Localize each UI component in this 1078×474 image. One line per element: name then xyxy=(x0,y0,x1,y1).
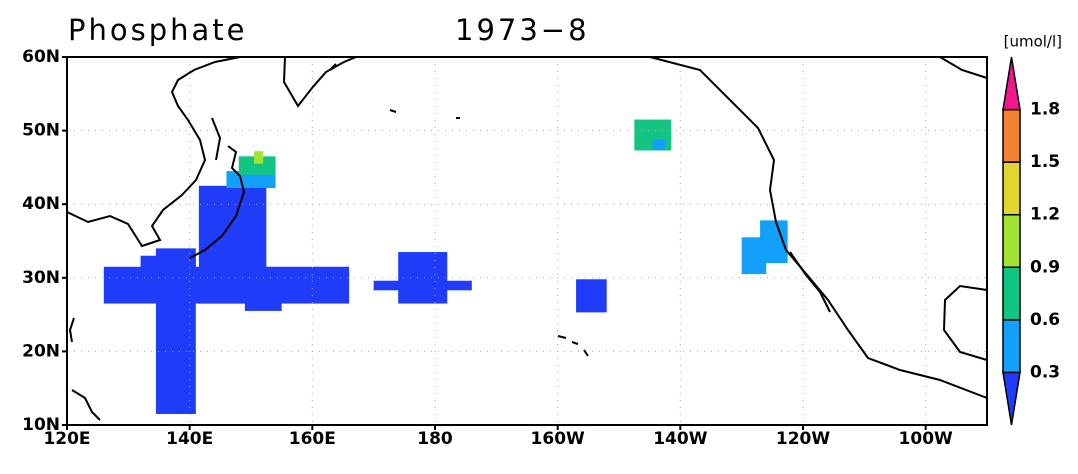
baja xyxy=(789,251,831,313)
colorbar-label: 1.2 xyxy=(1030,205,1060,225)
lon-tick-label: 140W xyxy=(653,429,707,449)
lon-tick-label: 140E xyxy=(166,429,213,449)
colorbar-segment xyxy=(1002,213,1021,269)
north-coast xyxy=(939,56,988,79)
period: 1973−8 xyxy=(455,13,590,47)
axes: 120E 140E 160E 180 160W 140W 120W 100W 10N 20N 30N… xyxy=(22,47,953,449)
concentration-patch xyxy=(254,151,264,164)
colorbar-segment xyxy=(1002,161,1021,216)
lat-tick-label: 30N xyxy=(22,268,60,288)
gulf-coast xyxy=(942,284,988,361)
title: Phosphate xyxy=(68,13,248,47)
map-frame xyxy=(66,56,988,426)
lat-tick-label: 50N xyxy=(22,121,60,141)
colorbar-label: 1.5 xyxy=(1030,152,1060,172)
lon-tick-label: 100W xyxy=(899,429,953,449)
lon-tick-label: 120W xyxy=(776,429,830,449)
concentration-patch xyxy=(373,280,472,291)
lon-tick-label: 120E xyxy=(43,429,90,449)
colorbar-segment xyxy=(1002,266,1021,321)
coastlines xyxy=(66,56,988,421)
colorbar-label: 0.6 xyxy=(1030,310,1060,330)
colorbar-label: 0.9 xyxy=(1030,257,1060,277)
unit-label: [umol/l] xyxy=(1004,33,1062,51)
concentration-patch xyxy=(244,285,282,311)
lat-tick-label: 10N xyxy=(22,415,60,435)
philippines xyxy=(71,389,101,421)
sakhalin xyxy=(211,117,222,161)
asia-coast xyxy=(66,56,241,248)
colorbar: 0.3 0.6 0.9 1.2 1.5 1.8 xyxy=(1002,56,1060,426)
taiwan xyxy=(68,317,75,343)
colorbar-segment xyxy=(1002,108,1021,163)
concentration-patch xyxy=(238,156,276,175)
colorbar-label: 1.8 xyxy=(1030,100,1060,120)
lat-tick-label: 60N xyxy=(22,47,60,67)
colorbar-label: 0.3 xyxy=(1030,362,1060,382)
concentration-patch xyxy=(634,119,672,151)
concentration-patch xyxy=(140,255,196,293)
north-america xyxy=(649,56,988,399)
japan xyxy=(189,145,246,259)
lon-tick-label: 160W xyxy=(531,429,585,449)
colorbar-segment xyxy=(1002,371,1021,426)
lat-tick-label: 20N xyxy=(22,341,60,361)
aleutians xyxy=(329,63,460,119)
hawaii xyxy=(557,335,589,357)
lon-tick-label: 180 xyxy=(417,429,453,449)
colorbar-segment xyxy=(1002,319,1021,374)
lat-tick-label: 40N xyxy=(22,194,60,214)
concentration-patch xyxy=(398,252,448,304)
concentration-patch xyxy=(652,139,665,151)
data-layer xyxy=(66,56,987,426)
kamchatka xyxy=(282,56,357,108)
colorbar-segment xyxy=(1002,56,1021,111)
concentration-patch xyxy=(576,279,607,313)
lon-tick-label: 160E xyxy=(289,429,336,449)
